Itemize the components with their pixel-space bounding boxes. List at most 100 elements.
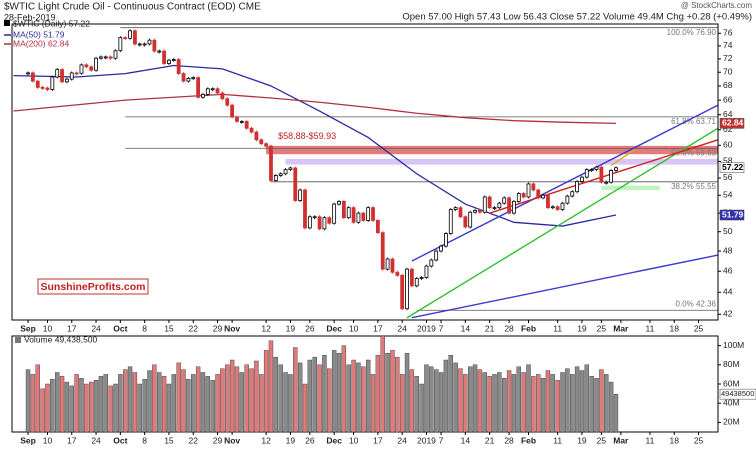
candle bbox=[497, 202, 502, 209]
candle bbox=[312, 216, 317, 219]
trend-line bbox=[411, 104, 719, 262]
candle bbox=[74, 72, 79, 75]
chart-title: $WTIC Light Crude Oil - Continuous Contr… bbox=[4, 2, 261, 13]
volume-bar bbox=[429, 366, 434, 433]
candle bbox=[113, 50, 118, 59]
candle bbox=[468, 211, 473, 228]
volume-bar bbox=[356, 362, 361, 433]
volume-bar bbox=[210, 379, 215, 433]
candle bbox=[536, 189, 541, 199]
candle bbox=[473, 209, 477, 213]
x-tick-label: 28 bbox=[504, 323, 514, 333]
candle bbox=[327, 217, 332, 224]
candle bbox=[337, 201, 341, 205]
candle bbox=[429, 259, 434, 267]
candle bbox=[269, 145, 273, 181]
candle bbox=[108, 56, 113, 59]
candle bbox=[94, 57, 98, 71]
candle bbox=[341, 201, 346, 219]
volume-bar bbox=[288, 374, 293, 433]
candle bbox=[273, 175, 278, 181]
candle bbox=[230, 104, 235, 118]
volume-bar bbox=[220, 368, 225, 433]
volume-bar bbox=[540, 378, 546, 433]
x-tick-label: 8 bbox=[142, 323, 147, 333]
volume-bar bbox=[560, 372, 565, 433]
volume-bar bbox=[574, 366, 580, 433]
candle bbox=[210, 88, 215, 91]
candle bbox=[512, 201, 516, 214]
candle bbox=[45, 87, 50, 90]
candle bbox=[614, 167, 618, 171]
candle bbox=[453, 207, 458, 210]
x-tick-label: Feb bbox=[521, 435, 536, 445]
volume-bar bbox=[317, 364, 322, 433]
volume-bar bbox=[477, 369, 483, 433]
candle bbox=[220, 92, 225, 100]
volume-tick-label: 100M bbox=[723, 340, 744, 350]
volume-bar bbox=[239, 372, 245, 433]
x-tick-label: 25 bbox=[597, 435, 607, 445]
volume-bar bbox=[263, 350, 269, 433]
y-tick-label: 44 bbox=[723, 287, 733, 297]
candle bbox=[89, 66, 94, 71]
x-tick-label: 10 bbox=[43, 435, 53, 445]
trend-line bbox=[489, 139, 719, 214]
candle bbox=[35, 80, 40, 88]
y-tick-label: 62 bbox=[723, 124, 733, 134]
candle bbox=[487, 196, 492, 209]
x-tick-label: 11 bbox=[553, 435, 562, 445]
x-tick-label: Dec bbox=[326, 323, 342, 333]
volume-bar bbox=[579, 370, 585, 433]
price-tag-label: 51.79 bbox=[722, 209, 744, 219]
candle bbox=[167, 59, 171, 64]
candle bbox=[99, 56, 103, 59]
volume-bar bbox=[399, 374, 405, 433]
candle bbox=[400, 274, 405, 310]
volume-bar bbox=[322, 355, 327, 433]
volume-bar bbox=[599, 369, 604, 433]
candle bbox=[128, 30, 132, 39]
volume-bar bbox=[482, 372, 487, 433]
y-tick-label: 64 bbox=[723, 109, 733, 119]
volume-bar bbox=[521, 372, 526, 433]
candle bbox=[288, 167, 293, 170]
candle bbox=[84, 64, 89, 68]
volume-bar bbox=[40, 388, 45, 433]
x-tick-label: 24 bbox=[397, 435, 407, 445]
volume-bar bbox=[516, 366, 521, 433]
x-tick-label: 24 bbox=[91, 323, 101, 333]
volume-bar bbox=[171, 374, 177, 433]
volume-bar bbox=[123, 369, 128, 433]
candle bbox=[79, 64, 84, 74]
volume-bar bbox=[176, 362, 181, 433]
x-tick-label: 19 bbox=[286, 323, 296, 333]
x-tick-label: Oct bbox=[113, 435, 127, 445]
moving-average bbox=[13, 64, 617, 227]
x-tick-label: 11 bbox=[646, 435, 655, 445]
x-tick-label: 17 bbox=[67, 435, 77, 445]
candle bbox=[69, 72, 74, 80]
volume-bar bbox=[531, 376, 536, 433]
candle bbox=[244, 121, 249, 129]
candle bbox=[356, 212, 361, 223]
volume-bar bbox=[506, 370, 512, 433]
volume-bar bbox=[74, 374, 79, 433]
candle bbox=[390, 258, 395, 273]
candle bbox=[375, 220, 380, 234]
volume-bar bbox=[225, 364, 230, 433]
candle bbox=[40, 86, 45, 89]
volume-bar bbox=[307, 359, 313, 433]
candle bbox=[565, 195, 570, 204]
x-tick-label: 10 bbox=[43, 323, 53, 333]
volume-bar bbox=[268, 340, 274, 433]
candle bbox=[50, 76, 55, 90]
y-tick-label: 70 bbox=[723, 66, 733, 76]
volume-bar bbox=[346, 364, 351, 433]
price-tag-label: 57.22 bbox=[722, 162, 744, 172]
candle bbox=[147, 39, 152, 45]
volume-bar bbox=[414, 376, 419, 433]
legend-entry: MA(200) 62.84 bbox=[13, 38, 69, 48]
volume-bar bbox=[113, 383, 118, 433]
volume-bar bbox=[215, 374, 220, 433]
